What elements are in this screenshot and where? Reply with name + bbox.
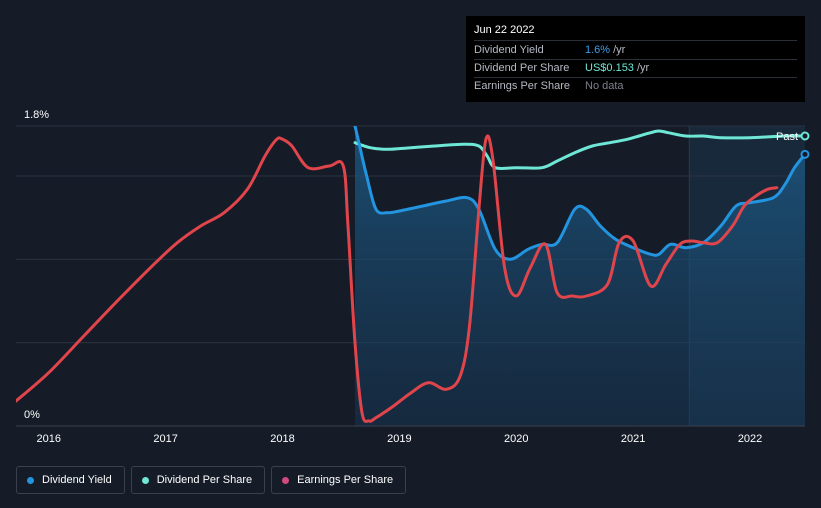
tooltip-label: Dividend Yield <box>474 44 544 56</box>
x-tick-label: 2016 <box>36 433 60 445</box>
dividend-per-share-end-marker <box>800 131 810 141</box>
dividend-yield-end-marker <box>800 149 810 159</box>
x-tick-label: 2019 <box>387 433 411 445</box>
tooltip-date: Jun 22 2022 <box>474 22 797 41</box>
tooltip-unit: /yr <box>613 44 626 56</box>
legend-dot-icon <box>27 476 34 484</box>
legend-dividend-per-share[interactable]: Dividend Per Share <box>130 466 266 494</box>
x-tick-label: 2017 <box>153 433 177 445</box>
legend-earnings-per-share[interactable]: Earnings Per Share <box>271 466 407 494</box>
past-label: Past <box>776 131 798 143</box>
x-tick-label: 2020 <box>504 433 528 445</box>
tooltip-value: US$0.153 <box>585 62 634 74</box>
y-tick-label: 0% <box>24 409 40 421</box>
x-tick-label: 2018 <box>270 433 294 445</box>
tooltip-value: No data <box>585 80 624 92</box>
earnings-per-share-line <box>16 134 779 423</box>
tooltip-row-dividend-yield: Dividend Yield 1.6%/yr <box>474 42 797 60</box>
tooltip-row-dividend-per-share: Dividend Per Share US$0.153/yr <box>474 60 797 78</box>
dividend-yield-line <box>353 126 805 261</box>
tooltip-unit: /yr <box>636 62 650 74</box>
legend-label: Earnings Per Share <box>297 474 394 486</box>
tooltip-value: 1.6% <box>585 44 611 56</box>
tooltip-label: Dividend Per Share <box>474 62 570 74</box>
dividend-per-share-line <box>353 129 805 171</box>
tooltip-label: Earnings Per Share <box>474 80 570 92</box>
legend-dot-icon <box>282 476 290 484</box>
legend-label: Dividend Yield <box>42 474 112 486</box>
y-tick-label: 1.8% <box>24 109 49 121</box>
hover-tooltip: Jun 22 2022 Dividend Yield 1.6%/yr Divid… <box>466 16 805 102</box>
legend-dot-icon <box>141 476 149 484</box>
x-tick-label: 2022 <box>738 433 762 445</box>
tooltip-row-earnings-per-share: Earnings Per Share No data <box>474 78 797 95</box>
legend-label: Dividend Per Share <box>156 474 253 486</box>
x-tick-label: 2021 <box>621 433 645 445</box>
chart-legend: Dividend Yield Dividend Per Share Earnin… <box>16 466 407 494</box>
legend-dividend-yield[interactable]: Dividend Yield <box>16 466 125 494</box>
